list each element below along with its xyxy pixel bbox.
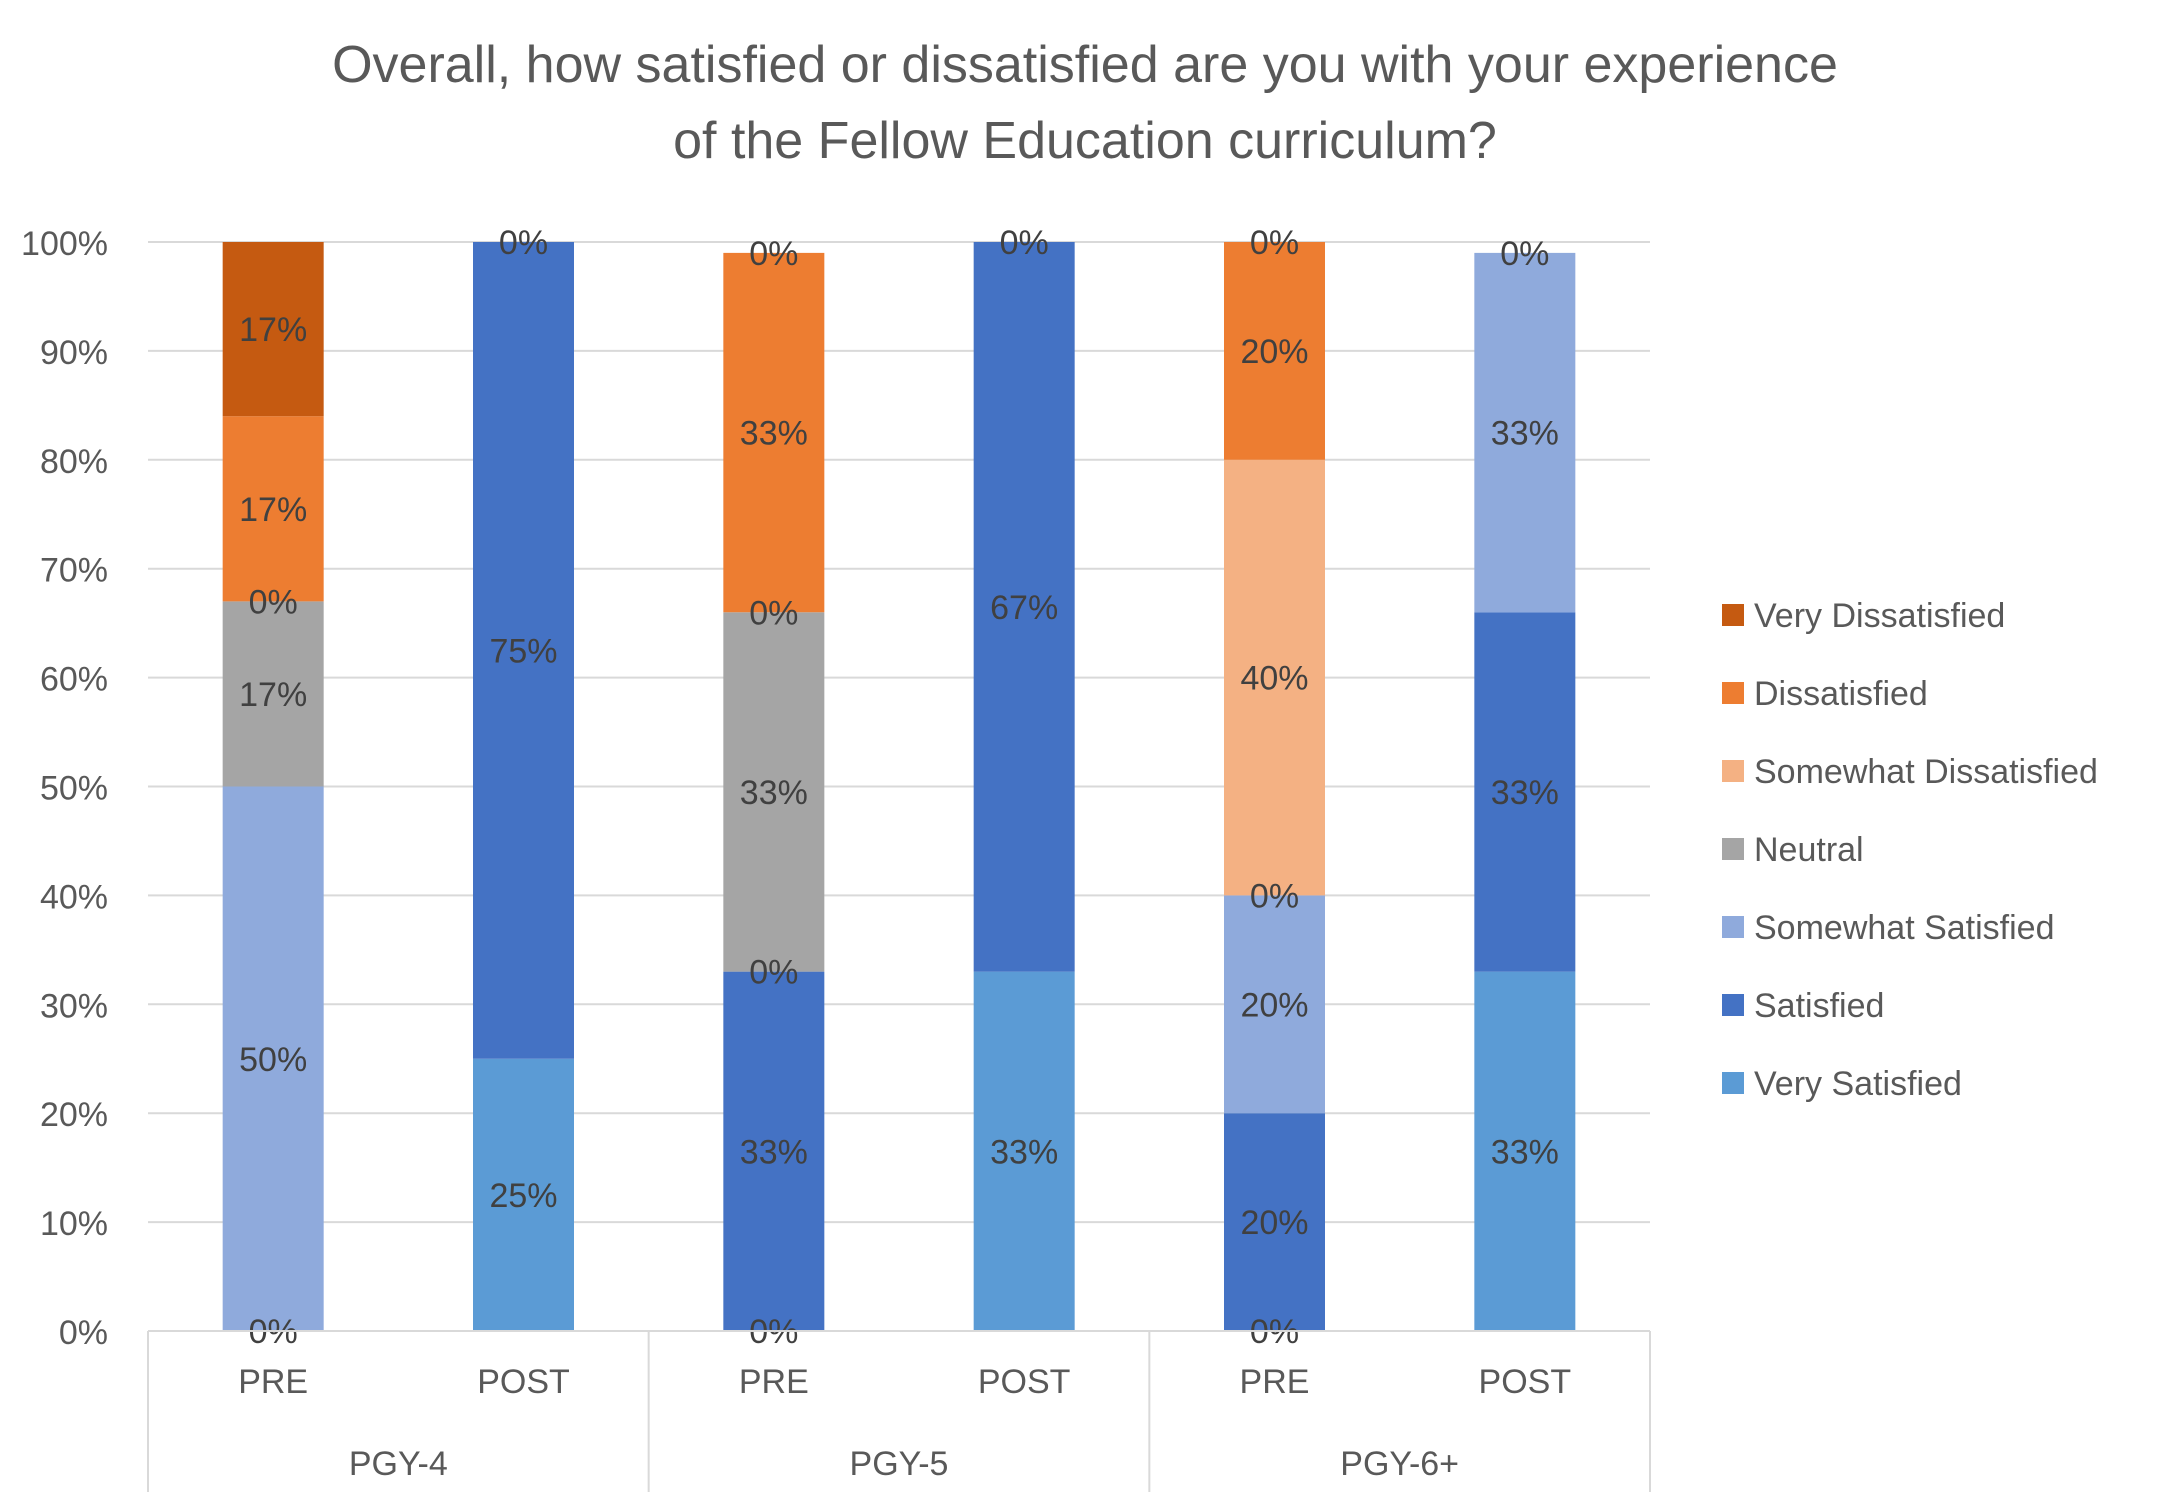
y-tick-label: 10% [40, 1205, 108, 1243]
data-label: 33% [740, 774, 808, 812]
x-group-label: PGY-5 [850, 1445, 949, 1483]
axes: 0% 10% 20% 30% 40% 50% 60% 70% 80% 90% 100% PRE POST… [21, 225, 1651, 1492]
legend-label: Somewhat Satisfied [1754, 909, 2055, 947]
bar-segment [1224, 242, 1325, 460]
bar-segment [473, 242, 574, 1059]
legend-label: Satisfied [1754, 987, 1884, 1025]
chart-title-line-1: Overall, how satisfied or dissatisfied a… [332, 36, 1838, 94]
bar-segment [222, 416, 324, 602]
data-label: 0% [1250, 224, 1299, 262]
data-labels: 0% 25% 0% 33% 0% 33% 75% 33% 67% 20% 33% 50% 0% 20% 33… [239, 224, 1559, 1351]
y-tick-label: 80% [40, 443, 108, 481]
x-group-label: PGY-4 [349, 1445, 448, 1483]
data-label: 17% [239, 676, 307, 714]
x-tick-label: POST [1479, 1363, 1572, 1401]
chart-title-line-2: of the Fellow Education curriculum? [673, 112, 1497, 170]
legend-swatch [1722, 604, 1744, 626]
legend-swatch [1722, 760, 1744, 782]
bar-segment [222, 786, 324, 1331]
data-label: 0% [249, 583, 298, 621]
chart-title: Overall, how satisfied or dissatisfied a… [332, 36, 1838, 170]
bar-segment [973, 971, 1075, 1331]
x-tick-label: PRE [1240, 1363, 1310, 1401]
y-tick-label: 30% [40, 987, 108, 1025]
data-label: 0% [749, 594, 798, 632]
data-label: 0% [499, 224, 548, 262]
x-tick-label: PRE [739, 1363, 809, 1401]
data-label: 0% [1250, 877, 1299, 915]
bar-segment [473, 1058, 574, 1331]
bar-segment [973, 242, 1075, 972]
y-tick-label: 70% [40, 552, 108, 590]
legend-swatch [1722, 1072, 1744, 1094]
data-label: 50% [239, 1041, 307, 1079]
data-label: 75% [489, 632, 557, 670]
legend-swatch [1722, 838, 1744, 860]
y-tick-label: 0% [59, 1314, 108, 1352]
bar-segment [1474, 612, 1576, 972]
data-label: 20% [1240, 333, 1308, 371]
bar-segment [1474, 252, 1576, 613]
data-label: 20% [1240, 986, 1308, 1024]
legend-swatch [1722, 994, 1744, 1016]
legend-label: Very Dissatisfied [1754, 597, 2005, 635]
legend-label: Very Satisfied [1754, 1065, 1962, 1103]
x-tick-label: PRE [238, 1363, 308, 1401]
bar-segment [723, 971, 825, 1331]
data-label: 33% [1491, 1133, 1559, 1171]
data-label: 17% [239, 491, 307, 529]
legend: Very Dissatisfied Dissatisfied Somewhat Di… [1722, 597, 2098, 1103]
y-tick-label: 50% [40, 770, 108, 808]
y-tick-label: 40% [40, 878, 108, 916]
bar-segment [222, 601, 324, 787]
legend-swatch [1722, 682, 1744, 704]
data-label: 33% [990, 1133, 1058, 1171]
data-label: 0% [1500, 235, 1549, 273]
data-label: 20% [1240, 1204, 1308, 1242]
data-label: 25% [489, 1177, 557, 1215]
legend-label: Dissatisfied [1754, 675, 1928, 713]
data-label: 0% [749, 954, 798, 992]
bar-segment [723, 252, 825, 613]
data-label: 0% [749, 235, 798, 273]
y-tick-label: 90% [40, 334, 108, 372]
y-tick-label: 20% [40, 1096, 108, 1134]
data-label: 33% [740, 1133, 808, 1171]
legend-label: Somewhat Dissatisfied [1754, 753, 2098, 791]
x-group-label: PGY-6+ [1340, 1445, 1459, 1483]
bar-segment [1224, 895, 1325, 1114]
data-label: 33% [740, 415, 808, 453]
legend-swatch [1722, 916, 1744, 938]
bar-segment [1224, 459, 1325, 896]
data-label: 67% [990, 589, 1058, 627]
bar-segment [1474, 971, 1576, 1331]
bar-segment [723, 612, 825, 972]
x-tick-label: POST [477, 1363, 570, 1401]
gridlines [148, 241, 1650, 1224]
legend-label: Neutral [1754, 831, 1864, 869]
data-label: 0% [1000, 224, 1049, 262]
x-tick-label: POST [978, 1363, 1071, 1401]
data-label: 40% [1240, 660, 1308, 698]
bar-segment [1224, 1113, 1325, 1331]
bars [222, 242, 1576, 1331]
data-label: 33% [1491, 774, 1559, 812]
y-tick-label: 100% [21, 225, 108, 263]
y-tick-label: 60% [40, 661, 108, 699]
data-label: 17% [239, 311, 307, 349]
bar-segment [222, 242, 324, 417]
data-label: 33% [1491, 415, 1559, 453]
